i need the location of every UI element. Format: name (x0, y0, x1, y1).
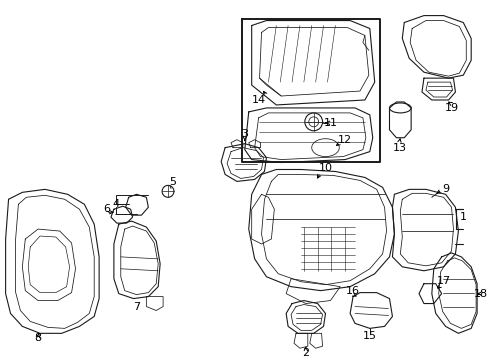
Text: 6: 6 (103, 204, 110, 214)
Text: 19: 19 (444, 103, 458, 113)
Text: 16: 16 (346, 285, 359, 296)
Text: 14: 14 (251, 95, 265, 105)
Text: 7: 7 (133, 302, 140, 311)
Text: 12: 12 (337, 135, 351, 145)
Text: 17: 17 (436, 276, 450, 286)
Text: 13: 13 (391, 143, 406, 153)
Text: 15: 15 (362, 331, 376, 341)
Text: 4: 4 (112, 199, 119, 209)
Text: 1: 1 (459, 212, 466, 222)
Text: 2: 2 (302, 348, 309, 358)
Text: 8: 8 (35, 333, 41, 343)
Text: 5: 5 (169, 177, 176, 188)
Text: 9: 9 (441, 184, 448, 194)
Text: 3: 3 (241, 129, 248, 139)
Text: 11: 11 (323, 118, 337, 128)
Text: 18: 18 (473, 289, 487, 298)
Text: 10: 10 (318, 162, 332, 172)
